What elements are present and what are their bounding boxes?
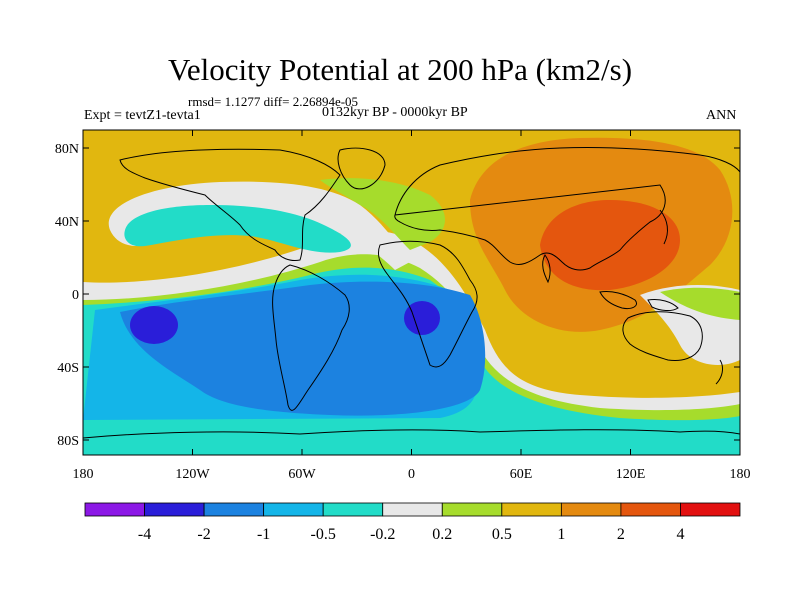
band-north-green-arc xyxy=(320,178,445,250)
colorbar-label: 1 xyxy=(557,526,565,543)
band-north-white-tongue xyxy=(108,181,410,270)
y-tick-label: 40S xyxy=(57,361,79,376)
coast-north-america xyxy=(119,148,341,261)
x-tick-label: 60W xyxy=(288,467,316,482)
season-label: ANN xyxy=(706,108,737,123)
x-tick-label: 0 xyxy=(408,467,415,482)
stats-line: rmsd= 1.1277 diff= 2.26894e-05 xyxy=(188,94,359,109)
colorbar-label: 0.2 xyxy=(432,526,452,543)
experiment-label: Expt = tevtZ1-tevta1 xyxy=(84,108,201,123)
colorbar-swatch xyxy=(620,502,681,517)
colorbar-label: -4 xyxy=(138,526,151,543)
colorbar-label: 2 xyxy=(617,526,625,543)
map-title: Velocity Potential at 200 hPa (km2/s) xyxy=(167,52,633,87)
coast-indian-peninsula xyxy=(542,254,551,284)
band-north-cyan-tongue xyxy=(124,205,351,253)
colorbar: -4 -2 -1 -0.5 -0.2 0.2 0.5 1 2 4 xyxy=(84,502,741,543)
band-neg2-neg1 xyxy=(120,281,486,416)
x-tick-label: 180 xyxy=(730,467,751,482)
x-tick-label: 120W xyxy=(175,467,210,482)
colorbar-swatch xyxy=(441,502,503,517)
colorbar-label: -0.2 xyxy=(370,526,395,543)
colorbar-swatch xyxy=(560,502,622,517)
colorbar-swatch xyxy=(144,502,205,517)
coast-south-america xyxy=(272,264,350,411)
colorbar-label: -1 xyxy=(257,526,270,543)
colorbar-label: -0.5 xyxy=(311,526,336,543)
x-tick-label: 180 xyxy=(73,467,94,482)
colorbar-swatch xyxy=(382,502,443,517)
colorbar-label: 0.5 xyxy=(492,526,512,543)
contour-field xyxy=(83,130,740,455)
band-east-green-tongue xyxy=(660,287,740,320)
y-tick-label: 40N xyxy=(55,215,79,230)
coast-africa xyxy=(377,240,478,368)
coast-maritime-continent xyxy=(599,291,679,311)
coast-antarctica xyxy=(83,429,740,439)
y-tick-label: 80N xyxy=(55,142,79,157)
coast-europe-asia xyxy=(394,146,740,271)
colorbar-swatch xyxy=(680,502,741,517)
y-tick-label: 0 xyxy=(72,288,79,303)
coastlines xyxy=(83,146,740,439)
band-neg4-neg2-africa xyxy=(404,301,440,335)
coast-greenland xyxy=(337,147,386,190)
colorbar-swatch xyxy=(263,502,324,517)
x-axis: 180 120W 60W 0 60E 120E 180 xyxy=(73,130,751,482)
x-tick-label: 60E xyxy=(510,467,533,482)
colorbar-swatch xyxy=(84,502,145,517)
colorbar-swatch xyxy=(322,502,384,517)
coast-new-zealand xyxy=(715,359,724,385)
x-tick-label: 120E xyxy=(616,467,646,482)
colorbar-swatch xyxy=(501,502,562,517)
colorbar-swatch xyxy=(203,502,265,517)
band-2-4 xyxy=(540,200,680,291)
colorbar-label: 4 xyxy=(676,526,684,543)
y-tick-label: 80S xyxy=(57,434,79,449)
band-neg4-neg2-pacific xyxy=(130,306,178,344)
coast-japan xyxy=(659,209,668,245)
coast-australia xyxy=(622,311,703,361)
colorbar-label: -2 xyxy=(197,526,210,543)
period-label: 0132kyr BP - 0000kyr BP xyxy=(322,105,468,120)
y-axis: 80N 40N 0 40S 80S xyxy=(55,142,740,449)
